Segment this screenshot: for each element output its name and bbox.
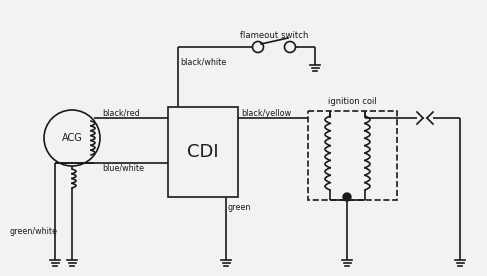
Text: green: green	[228, 203, 251, 211]
Text: black/white: black/white	[180, 57, 226, 67]
Text: blue/white: blue/white	[102, 163, 144, 172]
Circle shape	[343, 193, 351, 201]
Text: black/red: black/red	[102, 108, 140, 118]
Text: CDI: CDI	[187, 143, 219, 161]
Text: flameout switch: flameout switch	[240, 31, 308, 39]
Text: black/yellow: black/yellow	[241, 108, 291, 118]
Bar	[308, 111, 397, 200]
Text: green/white: green/white	[10, 227, 58, 237]
Bar	[168, 107, 238, 197]
Text: ignition coil: ignition coil	[328, 97, 377, 107]
Text: ACG: ACG	[62, 133, 82, 143]
